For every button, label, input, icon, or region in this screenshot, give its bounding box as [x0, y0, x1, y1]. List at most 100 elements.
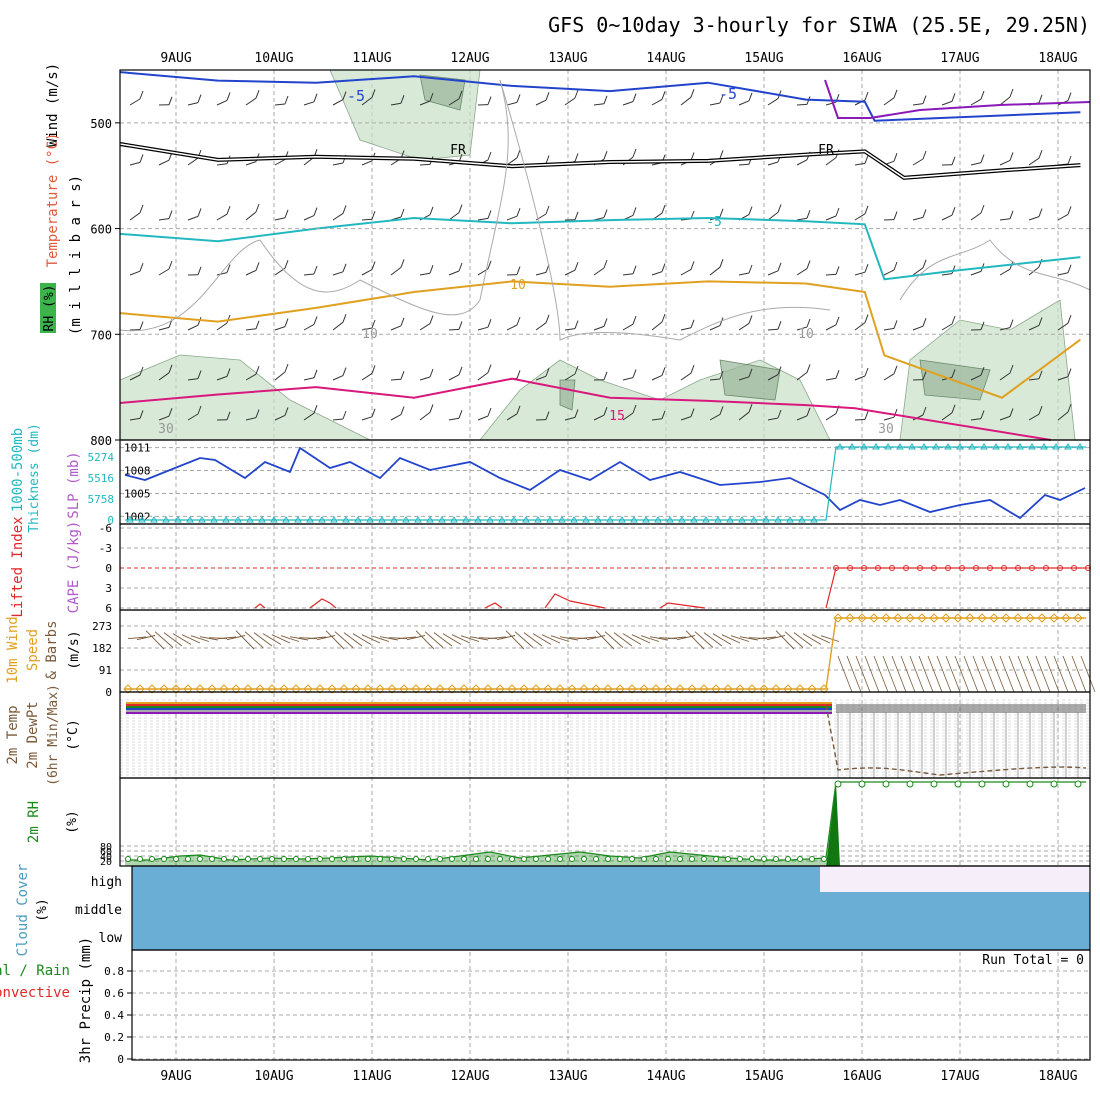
wind10-marker [567, 684, 577, 694]
wind-barb [332, 418, 344, 421]
thickness-marker [138, 516, 146, 523]
wind-barb-flag [574, 262, 579, 271]
wind-barb [245, 161, 257, 166]
wind-barb-flag [342, 263, 347, 272]
wind-barb-flag [284, 407, 289, 416]
wind-barb-flag [313, 207, 318, 216]
wind10-marker [989, 613, 999, 623]
wind-barb-flag [342, 367, 347, 376]
thickness-tick-label: 5516 [88, 472, 115, 485]
thickness-marker [884, 443, 892, 450]
rh-marker [425, 856, 431, 862]
wind10-barb [864, 655, 880, 693]
y-label-wind10-speed: Speed [25, 629, 41, 671]
wind10-barb [163, 632, 183, 647]
rh-marker [209, 856, 215, 862]
wind-barb-flag [400, 317, 405, 326]
wind-barb [506, 413, 518, 421]
wind-barb-flag [719, 208, 724, 217]
wind-barb [999, 372, 1011, 381]
wind-barb-flag [458, 204, 463, 213]
date-label-top: 12AUG [450, 51, 489, 66]
wind-barb-flag [951, 315, 956, 325]
temp-band [126, 704, 832, 706]
wind-barb-flag [139, 321, 144, 330]
wind-barb [129, 374, 141, 381]
lifted-index-marker [945, 565, 951, 571]
wind-barb [767, 98, 779, 106]
thickness-marker [750, 516, 758, 523]
wind-barb-flag [864, 411, 869, 420]
wind-barb-flag [1009, 319, 1014, 328]
thickness-marker [726, 516, 734, 523]
thickness-marker [738, 516, 746, 523]
wind-barb [767, 417, 779, 421]
wind10-marker [459, 684, 469, 694]
bottom-date-axis: 9AUG 10AUG 11AUG 12AUG 13AUG 14AUG 15AUG 16AUG 1… [160, 1069, 1077, 1084]
wind10-marker [1013, 613, 1023, 623]
wind10-marker [905, 613, 915, 623]
wind10-barb [307, 636, 327, 640]
wind-barb-flag [197, 94, 202, 103]
rh-marker [461, 856, 467, 862]
wind-barb-flag [661, 263, 666, 272]
wind-barb [651, 271, 663, 276]
thickness-marker [282, 516, 290, 523]
wind-barb [332, 162, 344, 166]
rh-marker [269, 856, 275, 862]
wind10-barb [595, 630, 615, 650]
wind-barb [245, 97, 257, 106]
wind-barb-flag [197, 208, 202, 217]
wind10-marker [315, 684, 325, 694]
wind10-barb [532, 633, 552, 645]
wind-barb [1057, 213, 1069, 221]
wind10-barb [918, 655, 934, 693]
top-date-axis: 9AUG 10AUG 11AUG 12AUG 13AUG 14AUG 15AUG 16AUG 1… [160, 51, 1077, 66]
wind10-marker [711, 684, 721, 694]
wind-barb [361, 372, 373, 381]
wind10-marker [663, 684, 673, 694]
rh-marker [329, 856, 335, 862]
wind-barb-flag [893, 365, 898, 374]
thickness-marker [956, 443, 964, 450]
wind10-marker [195, 684, 205, 694]
wind-barb [361, 269, 373, 276]
wind-barb-flag [806, 260, 811, 269]
date-label-top: 17AUG [940, 51, 979, 66]
wind-barb-flag [748, 92, 753, 101]
wind-barb-flag [342, 314, 347, 323]
lifted-index-marker [889, 565, 895, 571]
lifted-index-marker [861, 565, 867, 571]
wind-barb [187, 102, 199, 106]
wind-tick-label: 273 [92, 620, 112, 633]
wind-barb [361, 218, 373, 221]
wind-barb-flag [835, 266, 840, 275]
wind-barb-flag [255, 203, 260, 213]
wind-barb [796, 268, 808, 276]
wind-barb [564, 269, 576, 276]
wind-barb [970, 162, 982, 166]
thickness-marker [390, 516, 398, 523]
wind-barb [274, 103, 286, 106]
y-label-2m-rh: 2m RH [26, 801, 42, 843]
rh-marker [749, 856, 755, 862]
wind10-marker [375, 684, 385, 694]
wind-barb [506, 215, 518, 221]
wind-barb-flag [777, 366, 782, 375]
wind10-barb [739, 636, 759, 641]
thickness-marker [678, 516, 686, 523]
wind-barb-flag [835, 316, 840, 325]
wind-barb-flag [313, 369, 318, 378]
wind-barb [999, 268, 1011, 276]
wind-barb-flag [429, 206, 434, 215]
wind10-barb [757, 636, 777, 640]
wind-barb-flag [1067, 403, 1072, 413]
wind-barb-flag [255, 366, 260, 375]
wind-barb [796, 326, 808, 331]
thickness-marker [354, 516, 362, 523]
thickness-marker [582, 516, 590, 523]
lifted-index-marker [931, 565, 937, 571]
wind10-marker [1073, 613, 1083, 623]
wind-barb-flag [748, 264, 753, 274]
chart-title: GFS 0~10day 3-hourly for SIWA (25.5E, 29… [548, 13, 1090, 37]
